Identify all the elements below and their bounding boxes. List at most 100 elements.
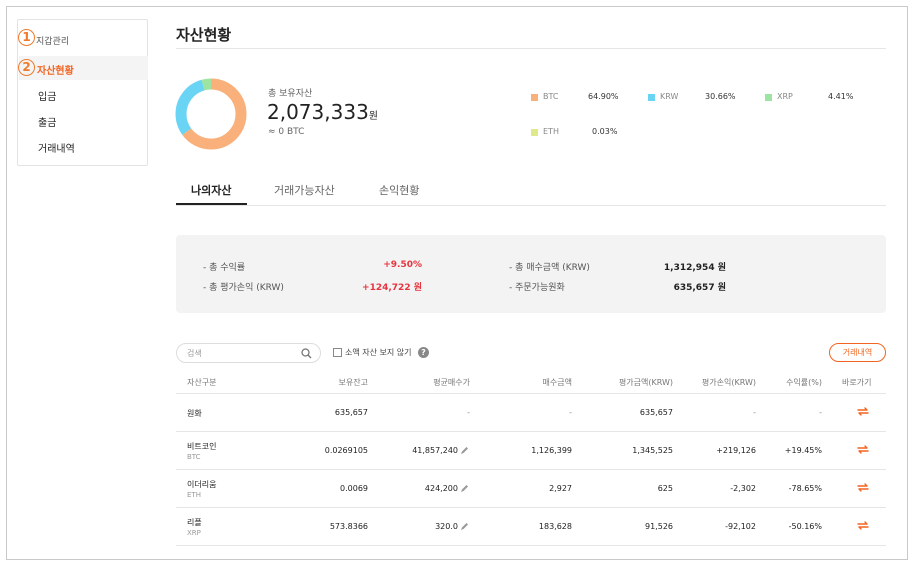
row-btc-rate: +19.45%	[784, 446, 822, 455]
hide-small-assets-label[interactable]: 소액 자산 보지 않기	[345, 348, 412, 357]
search-placeholder: 검색	[187, 349, 202, 358]
table-header-eval-amount: 평가금액(KRW)	[618, 378, 673, 387]
row-xrp-rate: -50.16%	[788, 522, 822, 531]
sidebar-active-highlight	[19, 56, 148, 80]
sidebar	[17, 19, 148, 166]
summary-panel	[176, 235, 886, 313]
table-row-divider	[176, 507, 886, 508]
row-xrp-pnl: -92,102	[725, 522, 756, 531]
tab-tradable-assets[interactable]: 거래가능자산	[274, 184, 335, 197]
row-xrp-name: 리플	[187, 518, 202, 527]
legend-name-eth: ETH	[543, 127, 559, 136]
search-input[interactable]: 검색	[176, 343, 321, 363]
tab-profit-loss[interactable]: 손익현황	[379, 184, 420, 197]
total-assets-value: 2,073,333원	[267, 100, 378, 124]
hide-small-assets-checkbox[interactable]	[333, 348, 342, 357]
row-eth-avg-price: 424,200	[424, 484, 458, 493]
legend-name-xrp: XRP	[777, 92, 793, 101]
tabs-divider	[176, 205, 886, 206]
sidebar-item-wallet[interactable]: 지갑관리	[36, 37, 70, 47]
table-header-shortcut: 바로가기	[842, 378, 872, 387]
help-icon[interactable]: ?	[418, 347, 429, 358]
swap-arrows-icon[interactable]	[857, 520, 869, 531]
marker-1-icon: 1	[18, 29, 35, 46]
row-eth-eval-amount: 625	[657, 484, 673, 493]
allocation-donut-chart	[175, 78, 247, 150]
row-krw-balance: 635,657	[334, 408, 368, 417]
legend-swatch-eth	[531, 129, 538, 136]
total-assets-unit: 원	[368, 111, 378, 122]
legend-swatch-krw	[648, 94, 655, 101]
row-btc-avg-price: 41,857,240	[412, 446, 458, 455]
legend-swatch-btc	[531, 94, 538, 101]
summary-total-buy-label: - 총 매수금액 (KRW)	[509, 263, 590, 273]
legend-name-krw: KRW	[660, 92, 679, 101]
row-xrp-balance: 573.8366	[329, 522, 368, 531]
row-btc-eval-amount: 1,345,525	[632, 446, 673, 455]
legend-percent-xrp: 4.41%	[828, 92, 854, 101]
summary-orderable-krw-label: - 주문가능원화	[509, 283, 565, 293]
row-btc-code: BTC	[187, 453, 201, 461]
summary-total-buy-value: 1,312,954 원	[663, 263, 726, 273]
page-frame	[6, 6, 908, 560]
row-eth-rate: -78.65%	[788, 484, 822, 493]
total-assets-label: 총 보유자산	[268, 89, 313, 99]
table-header-buy-amount: 매수금액	[542, 378, 572, 387]
swap-arrows-icon[interactable]	[857, 444, 869, 455]
trade-history-button[interactable]: 거래내역	[829, 343, 886, 362]
summary-orderable-krw-value: 635,657 원	[673, 283, 726, 293]
search-icon[interactable]	[301, 348, 312, 359]
sidebar-item-assets[interactable]: 자산현황	[37, 66, 74, 77]
table-header-asset: 자산구분	[187, 378, 217, 387]
sidebar-item-history[interactable]: 거래내역	[38, 144, 75, 155]
row-eth-pnl: -2,302	[730, 484, 756, 493]
row-krw-avg-price: -	[467, 408, 470, 417]
row-krw-rate: -	[819, 408, 822, 417]
summary-total-return-value: +9.50%	[383, 260, 422, 270]
legend-swatch-xrp	[765, 94, 772, 101]
swap-arrows-icon[interactable]	[857, 482, 869, 493]
table-header-divider	[176, 393, 886, 394]
edit-pencil-icon[interactable]	[460, 484, 469, 493]
table-header-pnl: 평가손익(KRW)	[701, 378, 756, 387]
row-krw-buy-amount: -	[569, 408, 572, 417]
row-btc-buy-amount: 1,126,399	[531, 446, 572, 455]
row-krw-eval-amount: 635,657	[639, 408, 673, 417]
summary-total-pnl-value: +124,722 원	[362, 283, 422, 293]
row-btc-balance: 0.0269105	[324, 446, 368, 455]
row-xrp-code: XRP	[187, 529, 201, 537]
row-eth-name: 이더리움	[187, 480, 217, 489]
row-krw-pnl: -	[753, 408, 756, 417]
marker-2-icon: 2	[18, 59, 35, 76]
summary-total-return-label: - 총 수익률	[203, 263, 246, 273]
title-divider	[176, 48, 886, 49]
donut-segment-krw	[175, 78, 247, 150]
legend-percent-krw: 30.66%	[705, 92, 736, 101]
row-xrp-avg-price: 320.0	[435, 522, 458, 531]
total-assets-btc: ≈ 0 BTC	[268, 127, 305, 137]
row-eth-buy-amount: 2,927	[549, 484, 572, 493]
legend-name-btc: BTC	[543, 92, 559, 101]
row-xrp-eval-amount: 91,526	[645, 522, 673, 531]
table-header-balance: 보유잔고	[338, 378, 368, 387]
swap-arrows-icon[interactable]	[857, 406, 869, 417]
page-title: 자산현황	[176, 26, 232, 44]
row-eth-balance: 0.0069	[340, 484, 368, 493]
table-row-divider	[176, 431, 886, 432]
donut-segment-xrp	[175, 78, 247, 150]
row-xrp-buy-amount: 183,628	[538, 522, 572, 531]
table-header-avg-price: 평균매수가	[433, 378, 470, 387]
summary-total-pnl-label: - 총 평가손익 (KRW)	[203, 283, 284, 293]
edit-pencil-icon[interactable]	[460, 522, 469, 531]
table-row-divider	[176, 469, 886, 470]
row-btc-name: 비트코인	[187, 442, 217, 451]
edit-pencil-icon[interactable]	[460, 446, 469, 455]
table-row-divider	[176, 545, 886, 546]
row-btc-pnl: +219,126	[716, 446, 756, 455]
sidebar-item-deposit[interactable]: 입금	[38, 92, 57, 103]
row-eth-code: ETH	[187, 491, 201, 499]
tab-active-underline	[176, 203, 247, 205]
tab-my-assets[interactable]: 나의자산	[191, 184, 232, 197]
sidebar-item-withdraw[interactable]: 출금	[38, 118, 57, 129]
row-krw-name: 원화	[187, 409, 202, 418]
